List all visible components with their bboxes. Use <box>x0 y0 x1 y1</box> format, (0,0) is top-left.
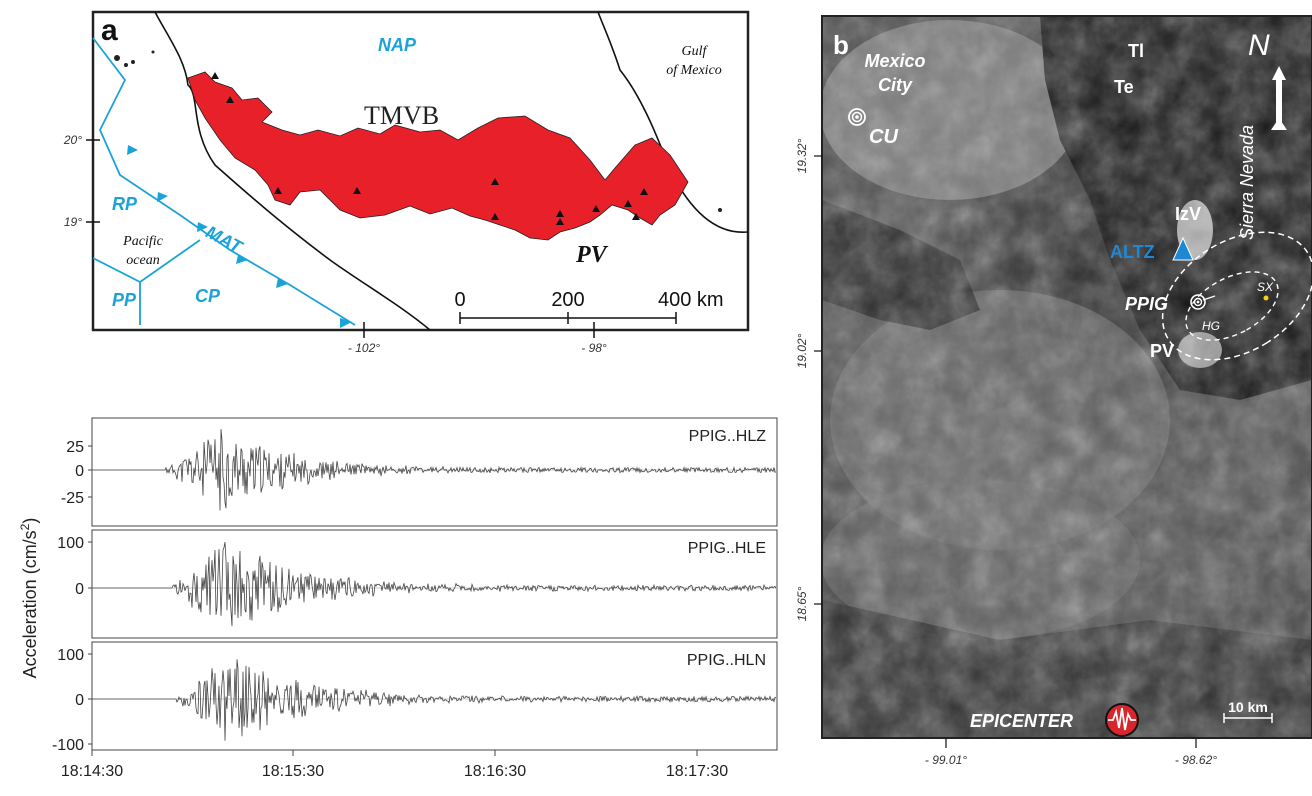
trace-hln-waveform <box>92 659 777 741</box>
gulf-coastline <box>597 11 749 233</box>
plate-rp-label: RP <box>112 194 138 214</box>
north-label: N <box>1248 29 1270 62</box>
epicenter-icon <box>1105 703 1139 737</box>
panel-b-frame <box>821 15 1312 739</box>
gulf-label-line1: Gulf <box>682 44 709 59</box>
altz-station-icon <box>1172 236 1194 261</box>
subduction-teeth <box>127 145 352 328</box>
mexico-city-line1: Mexico <box>864 51 925 71</box>
sx-marker <box>1263 295 1269 301</box>
island-dot <box>151 50 155 54</box>
acceleration-axis-label: Acceleration (cm/s2) <box>18 518 40 679</box>
lat-tick-19: 19° <box>64 215 82 229</box>
lon-b-9862: - 98.62° <box>1175 753 1217 767</box>
plate-pp-label: PP <box>112 290 137 310</box>
tick-hlz-neg25: -25 <box>61 490 84 507</box>
panel-a-map: a NAP Gulf of Mexico TMVB PV RP PP CP MA… <box>63 10 750 355</box>
lon-tick-102: - 102° <box>348 341 380 355</box>
cu-station-icon <box>848 108 866 126</box>
trace-hln-box <box>91 641 778 751</box>
time-tick-2: 18:15:30 <box>262 763 324 780</box>
plate-cp-label: CP <box>195 286 221 306</box>
panel-b-label: b <box>833 30 849 60</box>
scale-10km-label: 10 km <box>1228 699 1268 715</box>
sx-label: SX <box>1257 280 1274 294</box>
tick-hle-0: 0 <box>75 581 84 598</box>
cu-label: CU <box>869 126 898 148</box>
pacific-coastline <box>154 11 431 331</box>
epicenter-label: EPICENTER <box>970 711 1073 731</box>
trace-hle-name: PPIG..HLE <box>688 540 766 557</box>
trace-hle-waveform <box>92 542 777 627</box>
ocean-label-line2: ocean <box>126 253 159 268</box>
lat-b-1902: 19.02° <box>795 333 809 368</box>
trace-hlz-waveform <box>92 429 777 511</box>
te-label: Te <box>1114 77 1134 97</box>
scale-400km: 400 km <box>658 289 724 311</box>
scale-200: 200 <box>551 289 584 311</box>
panel-b-satellite: b Mexico City CU Tl Te N Sierra Nevada I… <box>795 15 1312 767</box>
tmvb-region <box>187 71 689 241</box>
dashed-contour-outer <box>1161 231 1312 361</box>
mexico-city-line2: City <box>878 75 913 95</box>
tick-hle-100: 100 <box>57 535 84 552</box>
sierra-nevada-label: Sierra Nevada <box>1237 125 1257 240</box>
island-dot <box>718 208 722 212</box>
tick-hlz-0: 0 <box>75 463 84 480</box>
panel-c-seismograms: c Acceleration (cm/s2) PPIG..HLZ PPIG..H… <box>18 417 778 780</box>
island-dot <box>124 63 128 67</box>
middle-america-trench <box>92 37 356 326</box>
ppig-pointer <box>1202 295 1216 301</box>
plate-nap-label: NAP <box>378 35 417 55</box>
pv-label-a: PV <box>575 242 609 268</box>
lon-tick-98: - 98° <box>581 341 607 355</box>
tick-hln-0: 0 <box>75 692 84 709</box>
scale-0: 0 <box>454 289 465 311</box>
pv-label-b: PV <box>1150 341 1174 361</box>
trace-hln-name: PPIG..HLN <box>687 652 766 669</box>
ppig-label: PPIG <box>1125 294 1168 314</box>
panel-a-label: a <box>101 14 118 47</box>
volcano-markers <box>211 72 648 225</box>
izv-label: IzV <box>1175 204 1201 224</box>
island-dot <box>131 60 135 64</box>
north-arrow-icon <box>1271 66 1287 130</box>
gulf-label-line2: of Mexico <box>666 63 722 78</box>
altz-label: ALTZ <box>1110 242 1155 262</box>
tick-hln-100: 100 <box>57 647 84 664</box>
lon-b-9901: - 99.01° <box>925 753 967 767</box>
tmvb-label: TMVB <box>364 101 439 130</box>
lat-b-1865: 18.65° <box>795 586 809 621</box>
ocean-label-line1: Pacific <box>122 234 163 249</box>
hg-label: HG <box>1202 319 1220 333</box>
tick-hln-neg100: -100 <box>52 737 84 754</box>
time-tick-4: 18:17:30 <box>666 763 728 780</box>
pp-cp-boundary <box>92 239 201 325</box>
time-tick-3: 18:16:30 <box>464 763 526 780</box>
island-dot <box>114 55 120 61</box>
ppig-station-icon <box>1190 294 1206 310</box>
trace-hlz-name: PPIG..HLZ <box>689 428 767 445</box>
lat-b-1932: 19.32° <box>795 138 809 173</box>
tl-label: Tl <box>1128 41 1144 61</box>
lat-tick-20: 20° <box>63 133 82 147</box>
tick-hlz-25: 25 <box>66 439 84 456</box>
time-tick-1: 18:14:30 <box>61 763 123 780</box>
